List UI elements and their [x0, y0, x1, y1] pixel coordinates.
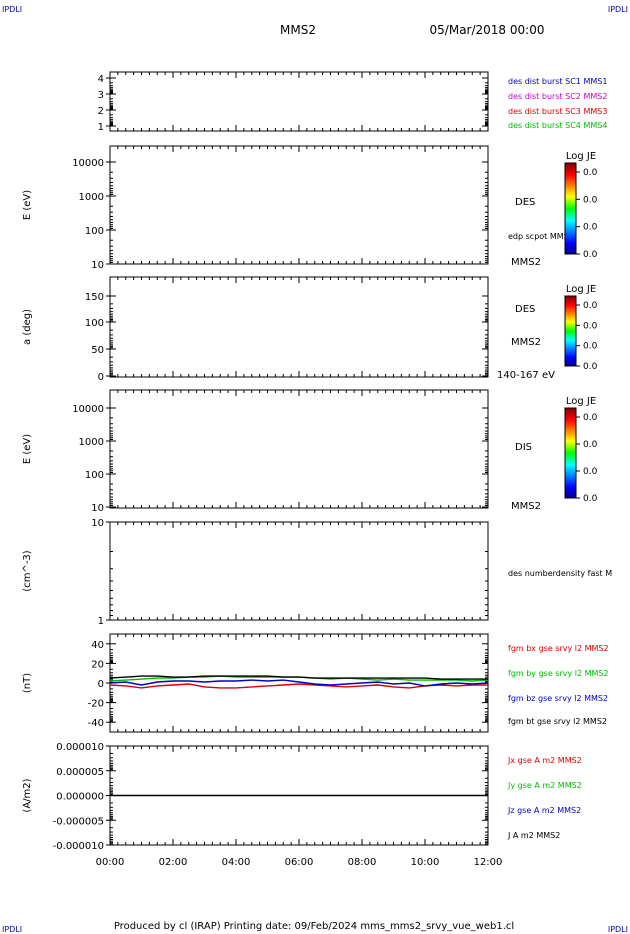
panel-frame-des_energy: [109, 145, 489, 265]
y-tick-label: -0.000010: [53, 841, 104, 852]
x-tick-label: 10:00: [411, 857, 440, 868]
y-tick-label: 10: [91, 518, 104, 529]
datetime-title: 05/Mar/2018 00:00: [430, 23, 545, 37]
colorbar-tick-label: 0.0: [583, 342, 598, 352]
colorbar-tick-label: 0.0: [583, 440, 598, 450]
legend-entry-burst: des dist burst SC3 MMS3: [508, 107, 607, 116]
corner-label-bottom-right: IPDLI: [608, 925, 628, 934]
legend-entry-fgm: fgm by gse srvy l2 MMS2: [508, 669, 609, 678]
panel-frame-des_pitch: [109, 276, 489, 378]
y-tick-label: 0.000005: [56, 767, 104, 778]
panels-group: 4 3 2 1 des dist burst SC1 MMS1 des dist burs…: [22, 71, 612, 868]
spacecraft-title: MMS2: [280, 23, 316, 37]
legend-entry-current: Jz gse A m2 MMS2: [507, 806, 581, 815]
colorbar-title: Log JE: [566, 396, 596, 407]
x-tick-label: 12:00: [474, 857, 503, 868]
y-tick-label: 0: [98, 679, 104, 690]
colorbar-tick-label: 0.0: [583, 413, 598, 423]
legend-entry-burst: des dist burst SC1 MMS1: [508, 77, 607, 86]
y-tick-label: 10000: [72, 404, 104, 415]
colorbar-tick-label: 0.0: [583, 301, 598, 311]
corner-label-top-left: IPDLI: [2, 5, 22, 14]
panel-frame-density: [109, 521, 489, 621]
legend-entry-burst: des dist burst SC2 MMS2: [508, 92, 607, 101]
colorbar-des_pitch: [564, 295, 577, 367]
right-label-dis_energy: DIS: [515, 442, 532, 453]
colorbar-tick-label: 0.0: [583, 467, 598, 477]
y-axis-label-des_energy: E (eV): [22, 190, 33, 220]
corner-label-top-right: IPDLI: [608, 5, 628, 14]
right-label-des_energy: edp scpot MMS2: [508, 232, 574, 241]
y-tick-label: 10000: [72, 158, 104, 169]
panel-frame-fgm: [109, 633, 489, 733]
y-axis-label-des_pitch: a (deg): [22, 309, 33, 345]
x-tick-label: 04:00: [222, 857, 251, 868]
colorbar-tick-label: 0.0: [583, 195, 598, 205]
colorbar-tick-label: 0.0: [583, 168, 598, 178]
y-tick-label: -20: [88, 699, 104, 710]
panel-frame-dis_energy: [109, 389, 489, 509]
y-axis-label-current: (A/m2): [22, 778, 33, 812]
y-tick-label: 4: [98, 74, 104, 85]
legend-entry-fgm: fgm bx gse srvy l2 MMS2: [508, 644, 609, 653]
series-line-fgm-3: [109, 675, 488, 680]
legend-entry-fgm: fgm bt gse srvy l2 MMS2: [508, 717, 607, 726]
y-tick-label: 0.000000: [56, 792, 104, 803]
x-tick-label: 02:00: [159, 857, 188, 868]
y-tick-label: -0.000005: [53, 816, 104, 827]
x-tick-label: 06:00: [285, 857, 314, 868]
y-tick-label: 3: [98, 90, 104, 101]
colorbar-tick-label: 0.0: [583, 223, 598, 233]
legend-entry-current: Jy gse A m2 MMS2: [507, 781, 582, 790]
y-tick-label: 1: [98, 616, 104, 627]
y-tick-label: 1: [98, 122, 104, 133]
legend-entry-burst: des dist burst SC4 MMS4: [508, 121, 607, 130]
colorbar-title: Log JE: [566, 284, 596, 295]
y-tick-label: 0.000010: [56, 742, 104, 753]
y-tick-label: 1000: [79, 192, 104, 203]
colorbar-tick-label: 0.0: [583, 321, 598, 331]
legend-entry-current: J A m2 MMS2: [507, 831, 560, 840]
colorbar-title: Log JE: [566, 151, 596, 162]
y-axis-label-dis_energy: E (eV): [22, 434, 33, 464]
y-tick-label: 10: [91, 503, 104, 514]
y-tick-label: 100: [85, 226, 104, 237]
right-label-dis_energy: MMS2: [511, 501, 541, 512]
y-tick-label: 2: [98, 106, 104, 117]
footer-credit: Produced by cl (IRAP) Printing date: 09/…: [114, 921, 514, 932]
series-line-fgm-2: [109, 679, 489, 687]
y-tick-label: 10: [91, 260, 104, 271]
y-axis-label-density: (cm^-3): [22, 550, 33, 591]
right-label-des_pitch: 140-167 eV: [497, 370, 555, 381]
y-tick-label: -40: [88, 718, 104, 729]
y-tick-label: 150: [85, 292, 104, 303]
right-label-des_pitch: MMS2: [511, 337, 541, 348]
legend-entry-density: des numberdensity fast M: [508, 569, 612, 578]
right-label-des_pitch: DES: [515, 304, 535, 315]
y-tick-label: 100: [85, 470, 104, 481]
corner-label-bottom-left: IPDLI: [2, 925, 22, 934]
colorbar-des_energy: [564, 162, 577, 255]
colorbar-tick-label: 0.0: [583, 250, 598, 260]
y-axis-label-fgm: (nT): [22, 673, 33, 693]
x-tick-label: 08:00: [348, 857, 377, 868]
colorbar-dis_energy: [564, 407, 577, 499]
right-label-des_energy: MMS2: [511, 257, 541, 268]
right-label-des_energy: DES: [515, 197, 535, 208]
colorbar-tick-label: 0.0: [583, 494, 598, 504]
y-tick-label: 1000: [79, 437, 104, 448]
y-tick-label: 50: [91, 345, 104, 356]
legend-entry-fgm: fgm bz gse srvy l2 MMS2: [508, 694, 608, 703]
colorbar-tick-label: 0.0: [583, 362, 598, 372]
y-tick-label: 100: [85, 318, 104, 329]
panel-frame-burst: [109, 71, 489, 132]
y-tick-label: 0: [98, 372, 104, 383]
x-tick-label: 00:00: [96, 857, 125, 868]
y-tick-label: 20: [91, 659, 104, 670]
y-tick-label: 40: [91, 640, 104, 651]
legend-entry-current: Jx gse A m2 MMS2: [507, 756, 582, 765]
